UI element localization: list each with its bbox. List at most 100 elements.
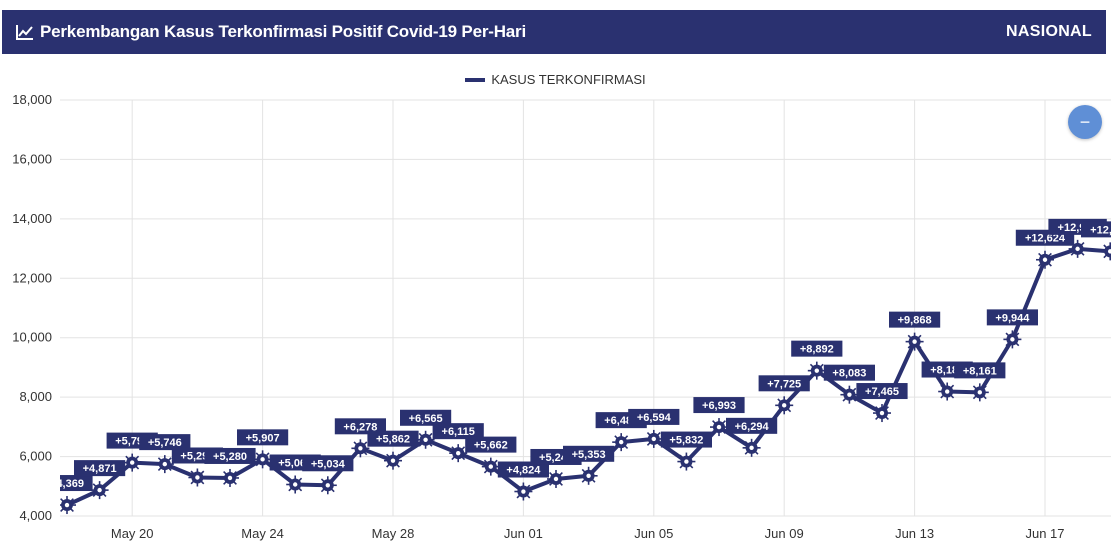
data-label-bg: [726, 417, 778, 434]
marker-center: [521, 489, 526, 494]
data-point-marker: [547, 469, 565, 488]
data-label: +5,907: [237, 429, 289, 446]
minus-icon: −: [1079, 111, 1091, 132]
x-tick-label: Jun 17: [1025, 526, 1064, 541]
data-label-bg: [563, 445, 615, 462]
data-label-bg: [954, 362, 1006, 379]
data-label-text: +4,369: [50, 478, 84, 490]
data-label: +8,161: [954, 362, 1006, 379]
data-label: +4,369: [50, 475, 93, 492]
data-label-bg: [237, 429, 289, 446]
marker-center: [390, 458, 396, 463]
y-axis-ticks: 4,000 6,000 8,000 10,000 12,000 14,000 16,000 1…: [12, 92, 52, 523]
marker-center: [293, 482, 298, 487]
data-label: +7,465: [856, 383, 908, 400]
y-tick-label: 18,000: [12, 92, 52, 107]
data-label-text: +8,083: [832, 368, 866, 380]
marker-center: [423, 437, 428, 442]
zoom-out-button[interactable]: −: [1068, 105, 1102, 139]
data-point-marker: [253, 450, 272, 469]
marker-center: [619, 439, 624, 445]
data-label-text: +6,565: [409, 413, 443, 425]
legend-label[interactable]: KASUS TERKONFIRMASI: [491, 72, 646, 87]
data-point-marker: [155, 455, 174, 474]
data-label-bg: [74, 460, 126, 477]
marker-center: [325, 483, 330, 488]
data-label-text: +6,115: [442, 426, 475, 438]
data-point-marker: [807, 361, 826, 380]
data-label-text: +5,353: [572, 449, 606, 461]
data-point-marker: [873, 404, 891, 423]
marker-center: [684, 459, 689, 464]
marker-center: [456, 450, 461, 456]
x-tick-label: May 28: [372, 526, 415, 541]
data-label-text: +6,294: [735, 421, 770, 433]
data-labels: +4,369+4,871+5,797+5,746+5,296+5,280+5,9…: [50, 218, 1111, 492]
data-label-text: +4,871: [83, 463, 117, 475]
region-label: NASIONAL: [1006, 23, 1092, 40]
chart-header: Perkembangan Kasus Terkonfirmasi Positif…: [2, 10, 1106, 54]
marker-center: [1108, 249, 1111, 254]
data-label-text: +7,725: [767, 378, 801, 390]
data-label-text: +6,594: [637, 412, 672, 424]
data-label-bg: [628, 408, 680, 425]
line-chart-icon: [16, 25, 33, 40]
y-tick-label: 4,000: [19, 508, 52, 523]
data-point-marker: [579, 466, 598, 485]
data-label: +8,083: [823, 364, 875, 381]
x-axis-ticks: May 20 May 24 May 28 Jun 01 Jun 05 Jun 09 Jun …: [111, 526, 1065, 541]
data-point-marker: [188, 468, 207, 487]
data-point-marker: [1101, 242, 1111, 261]
data-point-marker: [449, 444, 468, 463]
data-point-marker: [742, 438, 761, 457]
data-label-text: +5,862: [376, 434, 410, 446]
data-point-marker: [938, 382, 957, 401]
data-label-bg: [889, 311, 941, 328]
data-point-marker: [318, 476, 337, 495]
data-point-marker: [775, 396, 794, 415]
data-label-text: +6,278: [343, 421, 377, 433]
data-label-bg: [497, 461, 549, 478]
data-point-marker: [286, 475, 305, 494]
data-label-text: +5,907: [246, 432, 280, 444]
data-label-text: +9,944: [995, 312, 1030, 324]
data-label-bg: [432, 423, 484, 440]
data-label-bg: [367, 430, 419, 447]
data-point-marker: [1003, 330, 1022, 349]
marker-center: [782, 403, 787, 408]
data-label: +4,824: [497, 461, 549, 478]
data-label-text: +8,161: [963, 365, 997, 377]
data-label: +6,294: [726, 417, 778, 434]
data-point-marker: [416, 430, 435, 449]
y-tick-label: 14,000: [12, 211, 52, 226]
data-point-marker: [90, 481, 109, 500]
data-point-marker: [677, 452, 696, 471]
data-point-marker: [905, 332, 924, 351]
data-label-text: +4,824: [506, 465, 541, 477]
data-label: +5,862: [367, 430, 419, 447]
data-label-text: +7,465: [865, 386, 899, 398]
data-label-text: +5,662: [474, 440, 508, 452]
data-label: +6,565: [400, 409, 452, 426]
data-label-bg: [204, 447, 256, 464]
data-label-bg: [465, 436, 517, 453]
marker-center: [162, 461, 167, 467]
y-tick-label: 10,000: [12, 330, 52, 345]
data-label-text: +5,832: [669, 435, 703, 447]
y-tick-label: 16,000: [12, 151, 52, 166]
data-point-marker: [221, 468, 239, 487]
data-label-bg: [856, 383, 908, 400]
data-label: +6,115: [432, 423, 484, 440]
data-label-bg: [660, 431, 712, 448]
y-tick-label: 8,000: [19, 389, 52, 404]
data-label-text: +12,624: [1025, 233, 1066, 245]
marker-center: [260, 457, 265, 462]
legend[interactable]: KASUS TERKONFIRMASI: [0, 72, 1111, 87]
data-point-marker: [60, 496, 76, 515]
marker-center: [749, 445, 754, 451]
marker-center: [64, 502, 70, 508]
marker-center: [358, 446, 363, 451]
chart-title: Perkembangan Kasus Terkonfirmasi Positif…: [40, 22, 526, 41]
marker-center: [977, 390, 982, 395]
